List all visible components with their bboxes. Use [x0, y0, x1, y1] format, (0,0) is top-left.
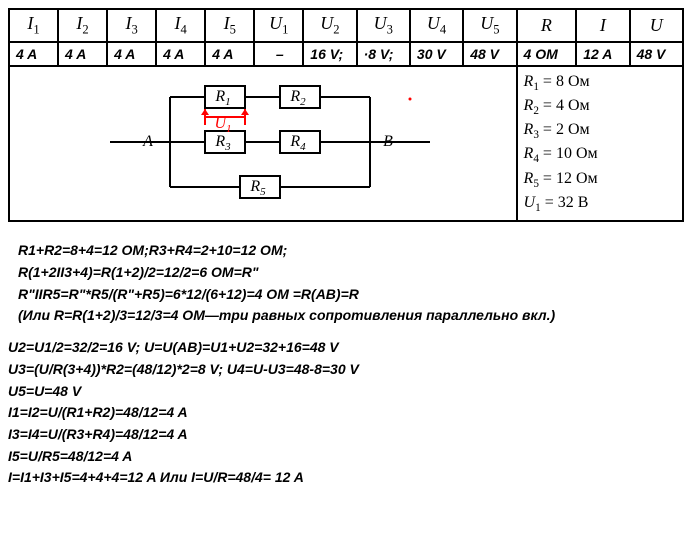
hdr-U: U	[630, 9, 683, 42]
data-table: I1 I2 I3 I4 I5 U1 U2 U3 U4 U5 R I U 4 A …	[8, 8, 684, 222]
hdr-I4: I4	[156, 9, 205, 42]
header-row: I1 I2 I3 I4 I5 U1 U2 U3 U4 U5 R I U	[9, 9, 683, 42]
val-U4: 30 V	[410, 42, 463, 66]
param-R4: R4 = 10 Ом	[524, 143, 676, 167]
val-U: 48 V	[630, 42, 683, 66]
sol-line-1: R(1+2II3+4)=R(1+2)/2=12/2=6 ОМ=R"	[18, 262, 684, 284]
hdr-R: R	[517, 9, 577, 42]
param-R5: R5 = 12 Ом	[524, 168, 676, 192]
param-R1: R1 = 8 Ом	[524, 71, 676, 95]
val-I: 12 A	[576, 42, 629, 66]
circuit-diagram-cell: R1 R2 R3 R4 R5 A B U1	[9, 66, 517, 222]
value-row: 4 A 4 A 4 A 4 A 4 A – 16 V; ·8 V; 30 V 4…	[9, 42, 683, 66]
hdr-U2: U2	[303, 9, 356, 42]
node-B: B	[383, 133, 393, 150]
hdr-I: I	[576, 9, 629, 42]
hdr-I2: I2	[58, 9, 107, 42]
val-U2: 16 V;	[303, 42, 356, 66]
val-I4: 4 A	[156, 42, 205, 66]
val-U1: –	[254, 42, 303, 66]
hdr-I5: I5	[205, 9, 254, 42]
node-A: A	[142, 133, 153, 150]
hdr-U4: U4	[410, 9, 463, 42]
val-I3: 4 A	[107, 42, 156, 66]
sol-line-10: I5=U/R5=48/12=4 A	[8, 446, 684, 468]
hdr-I3: I3	[107, 9, 156, 42]
circuit-diagram: R1 R2 R3 R4 R5 A B U1	[10, 67, 490, 217]
sol-line-7: U5=U=48 V	[8, 381, 684, 403]
sol-line-11: I=I1+I3+I5=4+4+4=12 A Или I=U/R=48/4= 12…	[8, 467, 684, 489]
param-R3: R3 = 2 Ом	[524, 119, 676, 143]
hdr-I1: I1	[9, 9, 58, 42]
parameters-cell: R1 = 8 Ом R2 = 4 Ом R3 = 2 Ом R4 = 10 Ом…	[517, 66, 683, 222]
val-U5: 48 V	[463, 42, 516, 66]
sol-line-9: I3=I4=U/(R3+R4)=48/12=4 A	[8, 424, 684, 446]
diagram-row: R1 R2 R3 R4 R5 A B U1 R1 = 8 Ом R2 = 4 О…	[9, 66, 683, 222]
val-R: 4 ОМ	[517, 42, 577, 66]
param-U1: U1 = 32 В	[524, 192, 676, 216]
val-I1: 4 A	[9, 42, 58, 66]
sol-line-0: R1+R2=8+4=12 ОМ;R3+R4=2+10=12 ОМ;	[18, 240, 684, 262]
val-I2: 4 A	[58, 42, 107, 66]
param-R2: R2 = 4 Ом	[524, 95, 676, 119]
sol-line-6: U3=(U/R(3+4))*R2=(48/12)*2=8 V; U4=U-U3=…	[8, 359, 684, 381]
val-I5: 4 A	[205, 42, 254, 66]
sol-line-8: I1=I2=U/(R1+R2)=48/12=4 A	[8, 402, 684, 424]
sol-line-5: U2=U1/2=32/2=16 V; U=U(AB)=U1+U2=32+16=4…	[8, 337, 684, 359]
hdr-U1: U1	[254, 9, 303, 42]
hdr-U5: U5	[463, 9, 516, 42]
hdr-U3: U3	[357, 9, 410, 42]
sol-line-3: (Или R=R(1+2)/3=12/3=4 ОМ—три равных соп…	[18, 305, 684, 327]
sol-line-2: R"IIR5=R"*R5/(R"+R5)=6*12/(6+12)=4 ОМ =R…	[18, 284, 684, 306]
val-U3: ·8 V;	[357, 42, 410, 66]
solution-text: R1+R2=8+4=12 ОМ;R3+R4=2+10=12 ОМ; R(1+2I…	[8, 240, 684, 489]
